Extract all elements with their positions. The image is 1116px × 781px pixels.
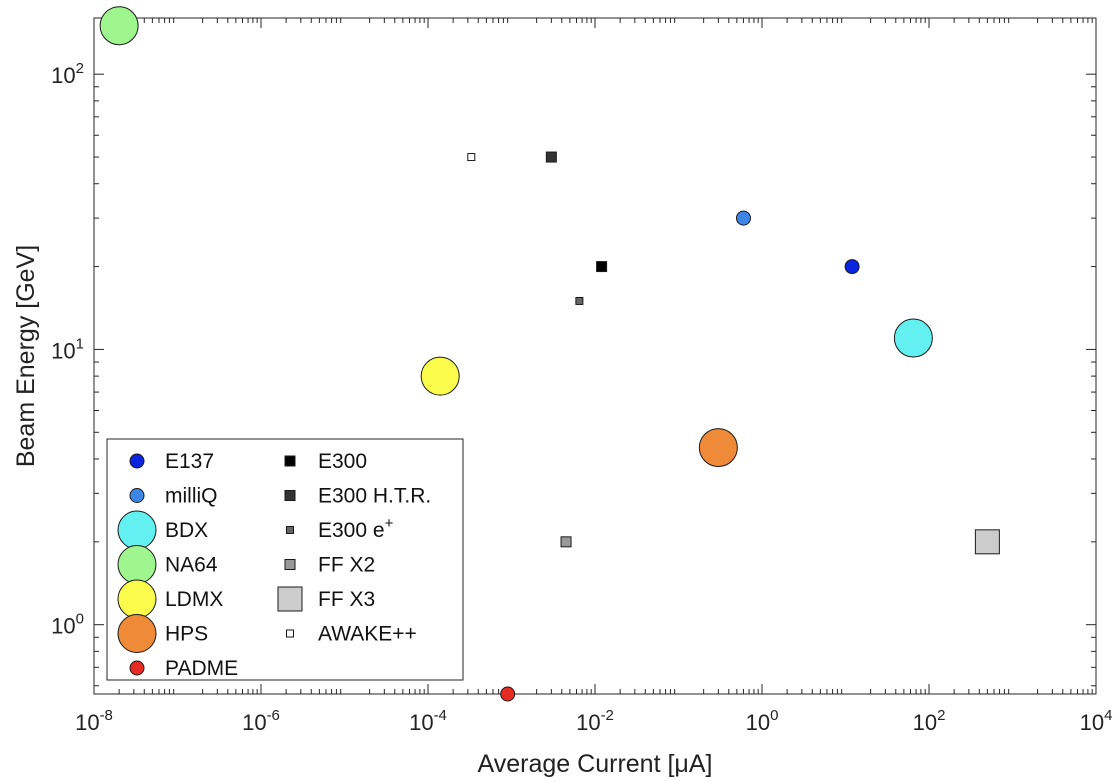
x-tick-label: 104	[1080, 707, 1113, 735]
legend-label-padme: PADME	[165, 657, 238, 680]
legend-marker-hps	[117, 614, 157, 653]
legend-marker-milliq	[129, 488, 145, 503]
legend-marker-e137	[129, 453, 145, 469]
x-tick-label: 10-6	[242, 707, 280, 735]
legend: E137 milliQ BDX NA64 LDMX HPS PADME E300 E300 H.…	[106, 438, 464, 681]
x-tick-label: 10-8	[75, 707, 113, 735]
legend-marker-ff-x3	[277, 586, 303, 612]
marker-hps	[698, 428, 738, 468]
marker-ff-x2	[560, 536, 572, 548]
legend-label-na64: NA64	[165, 554, 218, 577]
y-tick-label: 100	[51, 611, 84, 639]
y-axis-title: Beam Energy [GeV]	[12, 245, 40, 467]
x-tick-label: 100	[746, 707, 779, 735]
marker-bdx	[893, 318, 933, 358]
legend-label-ff-x2: FF X2	[318, 554, 375, 577]
major-ticks	[93, 18, 1097, 694]
legend-label-awake: AWAKE++	[318, 623, 417, 646]
legend-label-hps: HPS	[165, 623, 208, 646]
legend-marker-padme	[129, 660, 145, 676]
x-tick-label: 10-2	[576, 707, 614, 735]
data-markers	[99, 6, 1000, 702]
legend-label-e300-h-t-r: E300 H.T.R.	[318, 485, 431, 508]
y-tick-label: 101	[51, 335, 84, 363]
legend-label-ff-x3: FF X3	[318, 588, 375, 611]
marker-awake	[467, 153, 476, 162]
x-tick-label: 10-4	[409, 707, 447, 735]
marker-e300-h-t-r	[545, 151, 557, 163]
y-tick-labels: 100 101 102	[51, 60, 84, 639]
legend-marker-awake	[286, 629, 294, 638]
marker-e137	[844, 259, 860, 275]
x-tick-labels: 10-8 10-6 10-4 10-2 100 102 104	[75, 707, 1112, 735]
x-axis-title: Average Current [μA]	[478, 750, 713, 778]
marker-e300-e	[575, 296, 584, 305]
marker-e300	[596, 261, 608, 273]
legend-label-e300: E300	[318, 450, 367, 473]
legend-label-e137: E137	[165, 450, 214, 473]
legend-label-e300-e: E300 e+	[318, 515, 394, 542]
legend-marker-bdx	[117, 510, 157, 550]
marker-ldmx	[420, 356, 460, 396]
legend-marker-na64	[117, 545, 157, 584]
x-tick-label: 102	[913, 707, 946, 735]
legend-label-ldmx: LDMX	[165, 588, 223, 611]
y-tick-label: 102	[51, 60, 84, 88]
legend-marker-e300-h-t-r	[284, 490, 296, 501]
legend-label-milliq: milliQ	[165, 485, 218, 508]
marker-ff-x3	[974, 529, 1000, 555]
marker-milliq	[735, 210, 751, 226]
marker-padme	[500, 686, 516, 702]
legend-marker-ldmx	[117, 579, 157, 619]
legend-marker-e300-e	[286, 526, 294, 534]
legend-marker-ff-x2	[284, 559, 296, 570]
legend-marker-e300	[284, 455, 296, 467]
minor-ticks	[94, 18, 1096, 694]
legend-label-bdx: BDX	[165, 519, 208, 542]
marker-na64	[99, 6, 139, 46]
